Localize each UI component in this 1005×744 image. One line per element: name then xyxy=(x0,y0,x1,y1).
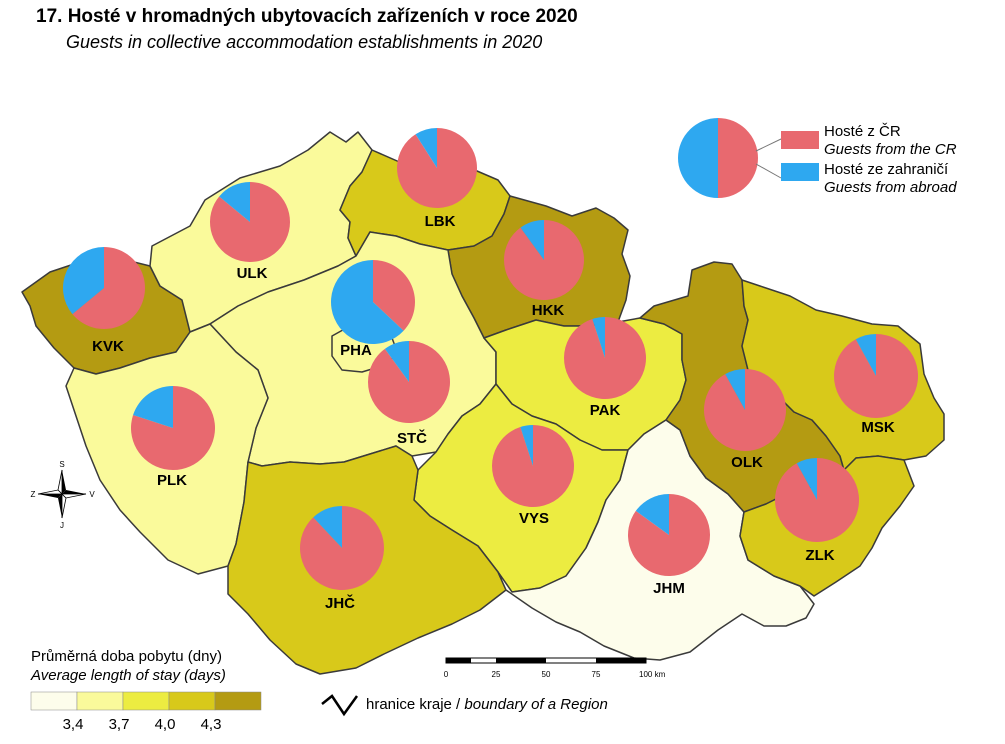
scale-tick: 50 xyxy=(541,670,551,679)
scale-bar xyxy=(445,657,647,664)
region-label-LBK: LBK xyxy=(425,213,456,230)
legend-class-box-2 xyxy=(76,691,124,711)
pie-PAK-domestic-slice xyxy=(564,317,647,399)
length-of-stay-legend xyxy=(30,691,262,711)
legend-subtitle: Average length of stay (days) xyxy=(31,667,226,684)
scale-tick: 100 km xyxy=(639,670,666,679)
region-label-PAK: PAK xyxy=(590,402,621,419)
boundary-legend-icon xyxy=(321,694,359,717)
region-label-JHČ: JHČ xyxy=(325,594,355,612)
compass-rose-icon: S J Z V xyxy=(31,460,96,530)
boundary-legend-label: hranice kraje / boundary of a Region xyxy=(366,696,608,713)
legend-pie-domestic xyxy=(718,118,758,198)
compass-s: J xyxy=(60,521,64,530)
pie-JHČ-domestic-slice xyxy=(299,506,384,590)
region-label-ULK: ULK xyxy=(237,265,268,282)
pie-LBK-foreign-slice xyxy=(415,128,437,168)
legend-class-box-5 xyxy=(214,691,262,711)
compass-e: V xyxy=(89,490,95,499)
legend-break: 3,4 xyxy=(62,716,84,733)
region-label-STČ: STČ xyxy=(397,429,427,447)
legend-foreign: Hosté ze zahraničí Guests from abroad xyxy=(824,161,957,197)
pie-PHA-foreign-slice xyxy=(331,260,404,345)
pie-ZLK-foreign-slice xyxy=(796,458,817,500)
pie-HKK-domestic-slice xyxy=(504,220,585,301)
boundary-legend-separator: / xyxy=(451,696,465,713)
pie-JHM-foreign-slice xyxy=(635,493,669,535)
legend-break: 4,0 xyxy=(154,716,176,733)
pie-VYS-foreign-slice xyxy=(520,425,533,466)
region-label-PHA: PHA xyxy=(340,342,372,359)
region-label-OLK: OLK xyxy=(731,454,763,471)
pie-STČ-foreign-slice xyxy=(384,341,409,382)
scale-tick: 25 xyxy=(491,670,501,679)
region-label-VYS: VYS xyxy=(519,510,549,527)
pie-JHČ-foreign-slice xyxy=(313,506,342,548)
region-label-HKK: HKK xyxy=(532,302,565,319)
pie-VYS-domestic-slice xyxy=(492,425,575,507)
pie-HKK-foreign-slice xyxy=(520,220,544,260)
pie-PHA-domestic-slice xyxy=(373,260,416,331)
boundary-legend-cz: hranice kraje xyxy=(366,696,452,713)
legend-swatch-foreign xyxy=(781,163,819,181)
pie-KVK-domestic-slice xyxy=(72,247,146,329)
region-label-JHM: JHM xyxy=(653,580,685,597)
region-label-KVK: KVK xyxy=(92,338,124,355)
legend-foreign-cz: Hosté ze zahraničí xyxy=(824,161,949,178)
region-label-PLK: PLK xyxy=(157,472,187,489)
legend-title: Průměrná doba pobytu (dny) xyxy=(31,648,222,665)
compass-n: S xyxy=(59,460,64,469)
pie-legend xyxy=(678,118,819,198)
legend-break: 3,7 xyxy=(108,716,130,733)
region-label-ZLK: ZLK xyxy=(805,547,834,564)
compass-w: Z xyxy=(31,490,36,499)
pie-LBK-domestic-slice xyxy=(397,128,478,208)
pie-PLK-foreign-slice xyxy=(133,386,173,428)
pie-PAK-foreign-slice xyxy=(592,317,605,358)
scale-tick: 75 xyxy=(591,670,601,679)
legend-foreign-en: Guests from abroad xyxy=(824,179,957,196)
pie-OLK-foreign-slice xyxy=(725,369,745,410)
pie-MSK-foreign-slice xyxy=(855,334,876,376)
page-title: 17. Hosté v hromadných ubytovacích zaříz… xyxy=(36,6,578,27)
pie-ZLK-domestic-slice xyxy=(775,458,860,543)
legend-pie-foreign xyxy=(678,118,718,198)
page-subtitle: Guests in collective accommodation estab… xyxy=(66,32,543,52)
pie-OLK-domestic-slice xyxy=(703,369,786,451)
pie-ULK-foreign-slice xyxy=(219,182,250,222)
pie-KVK-foreign-slice xyxy=(63,247,104,315)
pie-PLK-domestic-slice xyxy=(131,386,216,470)
legend-class-box-1 xyxy=(30,691,78,711)
legend-class-box-3 xyxy=(122,691,170,711)
pie-ULK-domestic-slice xyxy=(209,182,290,262)
legend-class-box-4 xyxy=(168,691,216,711)
legend-domestic: Hosté z ČR Guests from the CR xyxy=(824,123,957,159)
legend-domestic-cz: Hosté z ČR xyxy=(824,123,901,140)
legend-swatch-domestic xyxy=(781,131,819,149)
legend-break: 4,3 xyxy=(200,716,222,733)
scale-tick: 0 xyxy=(443,670,449,679)
pie-JHM-domestic-slice xyxy=(627,494,710,576)
region-label-MSK: MSK xyxy=(861,419,895,436)
pie-MSK-domestic-slice xyxy=(834,334,919,418)
pie-STČ-domestic-slice xyxy=(367,341,450,423)
legend-domestic-en: Guests from the CR xyxy=(824,141,957,158)
boundary-legend-en: boundary of a Region xyxy=(464,696,608,713)
